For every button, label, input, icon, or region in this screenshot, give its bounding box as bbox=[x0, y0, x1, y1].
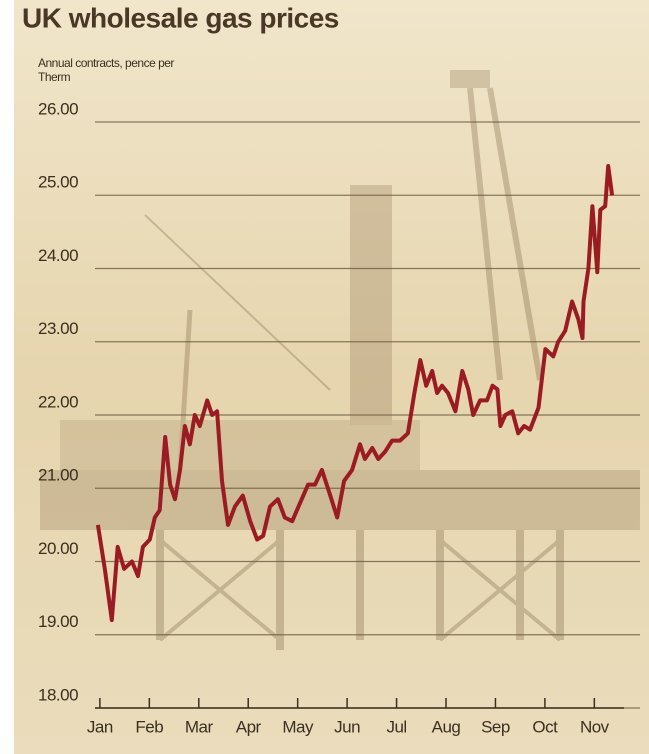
x-tick-label: May bbox=[282, 717, 314, 736]
y-tick-label: 18.00 bbox=[38, 685, 78, 704]
x-tick-label: Nov bbox=[580, 717, 610, 736]
y-tick-label: 25.00 bbox=[38, 173, 78, 192]
y-tick-label: 23.00 bbox=[38, 319, 78, 338]
y-tick-label: 24.00 bbox=[38, 246, 78, 265]
y-tick-label: 20.00 bbox=[38, 539, 78, 558]
price-line bbox=[95, 164, 615, 623]
x-tick-label: Aug bbox=[432, 717, 461, 736]
x-tick-label: Mar bbox=[185, 717, 214, 736]
chart-title: UK wholesale gas prices bbox=[22, 2, 339, 33]
x-tick-label: Jul bbox=[386, 717, 406, 736]
x-tick-label: Jun bbox=[334, 717, 360, 736]
x-tick-label: Jan bbox=[87, 717, 113, 736]
x-tick-label: Feb bbox=[135, 717, 163, 736]
x-tick-label: Sep bbox=[481, 717, 510, 736]
x-tick-label: Apr bbox=[236, 717, 262, 736]
y-tick-label: 26.00 bbox=[38, 99, 78, 118]
x-tick-label: Oct bbox=[532, 717, 558, 736]
y-tick-label: 21.00 bbox=[38, 466, 78, 485]
axis-label: Annual contracts, pence per Therm bbox=[38, 56, 174, 84]
y-tick-label: 19.00 bbox=[38, 612, 78, 631]
y-tick-label: 22.00 bbox=[38, 392, 78, 411]
background bbox=[14, 0, 649, 754]
